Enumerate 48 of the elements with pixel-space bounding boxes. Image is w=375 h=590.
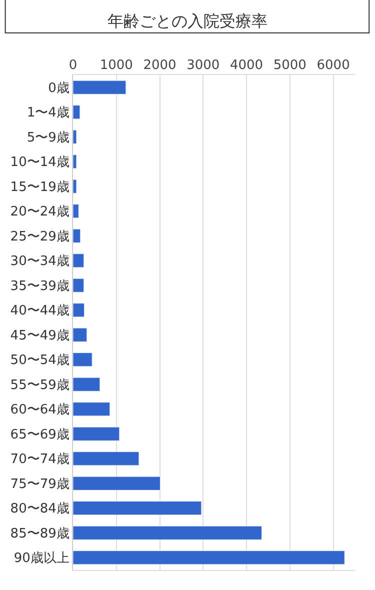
- bar: [73, 501, 202, 516]
- y-tick-label: 80〜84歳: [10, 502, 70, 517]
- y-tick-label: 35〜39歳: [10, 278, 70, 294]
- y-tick-label: 55〜59歳: [10, 378, 70, 393]
- y-tick-label: 20〜24歳: [10, 204, 70, 220]
- x-tick-label: 5000: [273, 58, 306, 73]
- bar: [73, 402, 110, 416]
- x-tick-label: 1000: [100, 58, 133, 73]
- x-tick-label: 3000: [186, 58, 220, 73]
- bar: [73, 303, 85, 318]
- y-tick-label: 25〜29歳: [10, 229, 70, 244]
- y-tick-label: 85〜89歳: [10, 526, 70, 542]
- x-tick-label: 6000: [316, 58, 350, 73]
- y-tick-label: 45〜49歳: [10, 328, 70, 344]
- y-tick-label: 75〜79歳: [10, 476, 70, 492]
- bar: [73, 550, 345, 565]
- bar: [73, 526, 262, 540]
- bar: [73, 154, 77, 169]
- bar: [73, 278, 84, 292]
- bar: [73, 426, 120, 441]
- y-tick-label: 5〜9歳: [26, 130, 70, 146]
- bar: [73, 105, 80, 120]
- x-tick-label: 4000: [230, 58, 264, 73]
- bar: [73, 352, 92, 367]
- x-tick-label: 0: [68, 58, 78, 73]
- y-tick-label: 70〜74歳: [10, 452, 70, 468]
- bar: [73, 328, 88, 342]
- bar: [73, 228, 81, 243]
- bar: [73, 476, 160, 490]
- y-tick-label: 65〜69歳: [10, 427, 70, 442]
- y-tick-label: 15〜19歳: [10, 180, 70, 195]
- bar: [73, 254, 84, 268]
- bar: [73, 377, 100, 392]
- y-tick-label: 0歳: [48, 80, 70, 96]
- bar: [73, 452, 140, 466]
- x-tick-label: 2000: [143, 58, 176, 73]
- chart-title: 年齢ごとの入院受療率: [108, 11, 268, 30]
- bar: [73, 130, 77, 144]
- y-tick-label: 30〜34歳: [10, 254, 70, 270]
- y-tick-label: 90歳以上: [14, 551, 70, 566]
- y-tick-label: 1〜4歳: [26, 106, 70, 121]
- y-tick-label: 50〜54歳: [10, 353, 70, 368]
- bar: [73, 204, 79, 218]
- y-tick-label: 10〜14歳: [10, 155, 70, 170]
- bar: [73, 80, 126, 94]
- y-tick-label: 60〜64歳: [10, 402, 70, 418]
- bar: [73, 179, 77, 194]
- y-tick-label: 40〜44歳: [10, 304, 70, 319]
